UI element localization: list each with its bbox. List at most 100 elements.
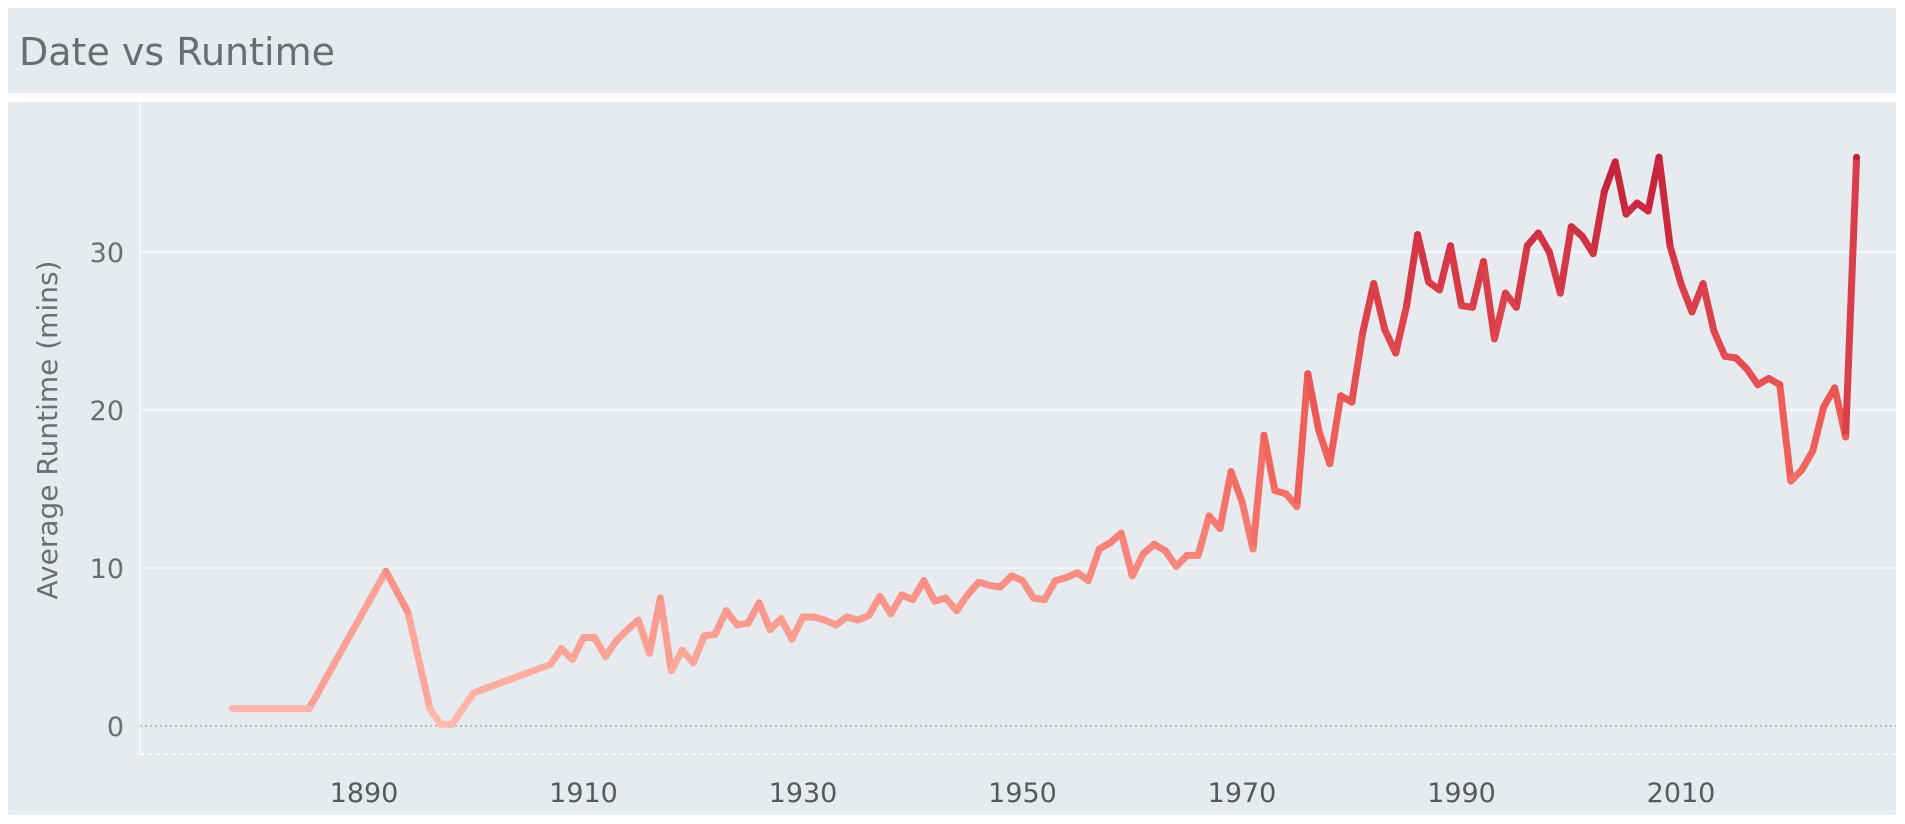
data-point [1754, 381, 1762, 388]
data-point [1063, 574, 1070, 581]
data-point [1030, 594, 1037, 602]
data-point [1129, 572, 1136, 580]
data-point [437, 721, 444, 728]
line-segment [1194, 512, 1213, 559]
line-segment [1534, 229, 1553, 256]
data-point [1524, 242, 1531, 249]
data-point [931, 598, 938, 605]
y-tick-label: 20 [90, 396, 124, 427]
line-segment [1589, 188, 1608, 258]
data-point [1535, 229, 1542, 237]
y-tick-label: 10 [90, 554, 124, 585]
data-point [1732, 354, 1740, 362]
x-tick-label: 1990 [1427, 778, 1496, 809]
data-point [1173, 563, 1180, 570]
data-point [1798, 466, 1805, 474]
line-segment [788, 613, 807, 643]
line-segment [920, 577, 939, 605]
data-point [1721, 353, 1729, 360]
data-point [580, 634, 587, 641]
data-point [701, 632, 708, 640]
data-point [1666, 242, 1674, 249]
data-point [986, 582, 993, 589]
data-point [1787, 477, 1795, 485]
data-point [1293, 503, 1301, 510]
x-tick-label: 1970 [1208, 778, 1277, 809]
data-point [733, 621, 741, 629]
data-point [1612, 158, 1619, 166]
data-point [810, 613, 818, 621]
data-point [766, 626, 774, 633]
data-point [964, 591, 971, 599]
data-point [1107, 539, 1114, 546]
data-point [1765, 375, 1773, 382]
data-point [887, 610, 894, 617]
data-point [1491, 335, 1498, 343]
data-point [591, 634, 598, 641]
data-point [613, 637, 620, 644]
data-point [1140, 550, 1147, 557]
data-point [1480, 258, 1487, 265]
data-point [755, 599, 763, 606]
line-segment [1392, 302, 1411, 357]
data-point [1348, 398, 1356, 406]
data-point [1710, 327, 1718, 335]
data-point [898, 591, 905, 599]
data-point [668, 667, 675, 674]
x-tick-label: 1930 [769, 778, 838, 809]
axes-layer: 0 10 20 30 1890 1910 1930 1950 1970 1990 2010 [90, 238, 1896, 809]
line-segment [1084, 545, 1103, 585]
data-point [1151, 541, 1158, 548]
line-segment [1128, 550, 1147, 580]
data-point [942, 594, 949, 602]
data-point [920, 577, 927, 584]
data-point [1194, 552, 1202, 559]
line-segment [711, 607, 730, 638]
line-segment [1041, 577, 1059, 604]
data-point [1315, 427, 1323, 434]
data-point [1743, 365, 1751, 373]
data-point [1326, 460, 1334, 467]
data-point [569, 656, 576, 663]
data-point [821, 616, 829, 624]
y-tick-label: 30 [90, 238, 124, 269]
data-point [1590, 250, 1597, 257]
line-segment [1666, 242, 1685, 288]
x-tick-label: 2010 [1647, 778, 1716, 809]
data-point [1425, 278, 1432, 286]
line-segment [404, 608, 434, 713]
line-segment [656, 594, 675, 675]
line-segment [1326, 392, 1345, 468]
data-point [1644, 207, 1652, 215]
data-point [1205, 512, 1213, 520]
line-segment [1556, 223, 1575, 297]
data-point [1699, 280, 1707, 287]
data-point [975, 579, 982, 586]
data-point [1216, 525, 1224, 532]
data-point [690, 659, 697, 666]
data-point [229, 705, 236, 712]
line-segment [755, 599, 774, 634]
data-point [657, 594, 664, 602]
data-point [602, 653, 609, 660]
data-point [799, 613, 807, 621]
line-chart: 0 10 20 30 1890 1910 1930 1950 1970 1990 2010 Aver… [31, 102, 1896, 809]
data-point [1502, 289, 1509, 297]
data-point [1831, 384, 1838, 392]
data-point [1458, 302, 1465, 309]
data-point [1282, 490, 1290, 497]
data-point [723, 607, 730, 614]
line-segment [1447, 242, 1465, 310]
data-point [1403, 302, 1410, 309]
data-point [712, 631, 719, 638]
data-point [1249, 545, 1257, 553]
data-point [426, 705, 434, 712]
data-point [865, 612, 873, 619]
data-point [1085, 577, 1092, 584]
line-segment [1348, 329, 1367, 406]
data-point [558, 645, 565, 652]
chart-pane: 0 10 20 30 1890 1910 1930 1950 1970 1990 2010 Aver… [8, 102, 1896, 815]
line-segment [1512, 242, 1531, 311]
data-point [1579, 233, 1586, 240]
data-point [777, 615, 785, 622]
